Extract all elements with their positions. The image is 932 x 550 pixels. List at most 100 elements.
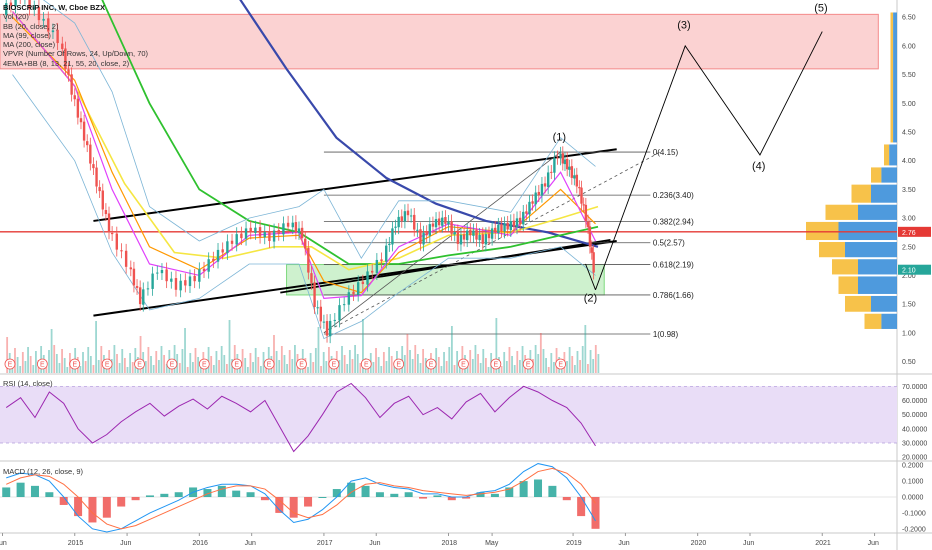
volume-bar — [45, 364, 48, 373]
candle-body — [313, 282, 316, 308]
ma200-line — [239, 0, 599, 248]
volume-bar — [440, 366, 443, 373]
macd-histogram-bar — [203, 489, 212, 497]
candle-body — [361, 281, 365, 285]
candle-body — [325, 321, 329, 336]
earnings-marker — [458, 358, 469, 370]
macd-histogram-bar — [332, 489, 341, 497]
macd-histogram-bar — [16, 482, 25, 497]
legend-ma99[interactable]: MA (99, close) — [3, 30, 51, 40]
macd-label[interactable]: MACD (12, 26, close, 9) — [3, 467, 84, 476]
macd-histogram-bar — [217, 485, 226, 497]
macd-histogram-bar — [74, 497, 83, 517]
volume-bar — [568, 347, 571, 373]
macd-histogram-bar — [519, 481, 528, 497]
volume-bar — [380, 366, 383, 373]
candle-body — [515, 218, 519, 228]
candle-body — [582, 204, 585, 206]
macd-histogram-bar — [174, 492, 183, 497]
volume-bar — [121, 349, 124, 373]
candle-body — [561, 153, 565, 164]
volume-bar — [61, 349, 63, 373]
candle-body — [42, 18, 45, 21]
symbol-title[interactable]: BIOSCRIP INC, W, Cboe BZX — [3, 3, 105, 12]
candle-body — [277, 229, 280, 234]
volume-bar — [393, 365, 396, 373]
volume-bar — [343, 355, 346, 373]
volume-profile-bar — [838, 221, 897, 241]
volume-bar — [471, 359, 474, 373]
current-price-tag-text: 2.76 — [902, 230, 916, 237]
volume-bar — [262, 352, 265, 373]
legend-vpvr[interactable]: VPVR (Number Of Rows, 24, Up/Down, 70) — [3, 49, 149, 59]
volume-bar — [157, 360, 160, 373]
volume-bar — [437, 357, 440, 373]
volume-profile-bar — [845, 295, 871, 312]
macd-histogram-bar — [577, 497, 586, 517]
volume-bar — [443, 352, 445, 373]
candle-body — [525, 211, 528, 214]
candle-body — [86, 141, 89, 146]
candle-body — [422, 232, 425, 245]
candle-body — [565, 158, 569, 170]
volume-profile-bar — [858, 276, 897, 294]
legend-4ema-bb[interactable]: 4EMA+BB (8, 13, 21, 55, 20, close, 2) — [3, 58, 130, 68]
earnings-marker — [425, 358, 437, 370]
volume-bar — [338, 360, 341, 373]
candle-body — [165, 269, 168, 282]
volume-bar — [228, 320, 231, 373]
volume-bar — [453, 365, 456, 373]
volume-bar — [382, 352, 385, 373]
volume-bar — [181, 349, 184, 373]
price-axis-tick: 5.00 — [902, 101, 916, 108]
candle-body — [286, 222, 290, 227]
candle-body — [110, 232, 114, 235]
support-zone — [286, 264, 605, 296]
ma99-line — [101, 0, 599, 265]
volume-bar — [165, 364, 168, 373]
volume-bar — [456, 351, 459, 373]
candle-body — [240, 233, 243, 239]
volume-bar — [131, 362, 134, 373]
volume-bar — [482, 349, 485, 373]
candle-body — [441, 217, 444, 226]
candle-body — [385, 245, 388, 262]
volume-bar — [362, 319, 364, 373]
candle-body — [226, 241, 229, 254]
volume-bar — [163, 355, 166, 373]
trend-line — [280, 238, 611, 294]
volume-bar — [571, 356, 574, 373]
volume-bar — [359, 363, 362, 373]
rsi-label[interactable]: RSI (14, close) — [3, 379, 53, 388]
ema8-line — [12, 11, 597, 300]
volume-bar — [207, 347, 210, 373]
time-axis-tick: 2018 — [442, 540, 458, 547]
earnings-marker — [263, 358, 275, 370]
volume-bar — [286, 364, 288, 373]
candle-body — [294, 222, 298, 233]
legend-bb[interactable]: BB (20, close, 2) — [3, 21, 59, 31]
candle-body — [553, 158, 556, 173]
earnings-marker-label: E — [202, 362, 207, 369]
volume-profile-bar — [806, 221, 839, 241]
volume-profile-bar — [832, 259, 858, 275]
candle-body — [300, 227, 304, 239]
volume-bar — [513, 365, 516, 373]
volume-bar — [377, 357, 380, 373]
volume-bar — [223, 355, 226, 373]
candle-body — [528, 201, 531, 215]
candle-body — [578, 187, 581, 189]
candle-body — [115, 233, 118, 250]
earnings-marker — [4, 358, 16, 370]
volume-bar — [21, 352, 24, 373]
volume-bar — [309, 353, 312, 373]
candle-body — [98, 187, 101, 192]
volume-bar — [288, 350, 291, 373]
legend-vol[interactable]: Vol (20) — [3, 12, 29, 22]
volume-bar — [469, 350, 472, 373]
candle-body — [319, 306, 323, 322]
candle-body — [107, 213, 111, 233]
legend-ma200[interactable]: MA (200, close) — [3, 40, 56, 50]
earnings-marker — [490, 358, 502, 370]
